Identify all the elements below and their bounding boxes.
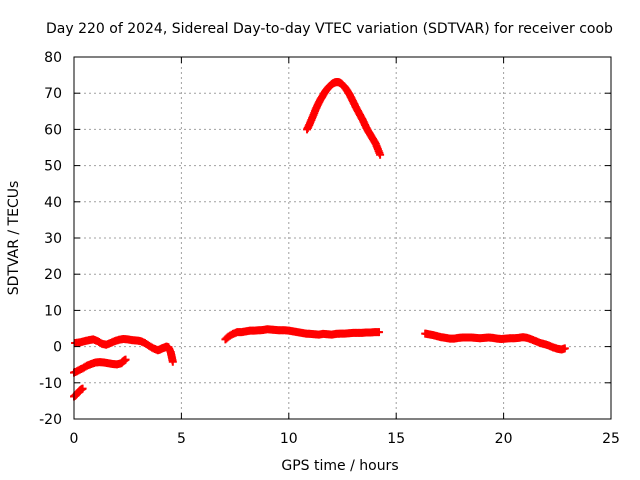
y-tick-label: -20 [39, 412, 62, 428]
y-tick-label: 50 [44, 159, 62, 175]
data-series-segment-6 [421, 329, 569, 354]
y-tick-label: -10 [39, 376, 62, 392]
data-series-segment-3 [71, 334, 177, 366]
y-tick-label: 10 [44, 303, 62, 319]
data-series-segment-1 [70, 384, 87, 401]
data-point-marker [375, 328, 384, 337]
x-tick-label: 5 [177, 431, 186, 447]
x-tick-label: 20 [495, 431, 513, 447]
data-series-segment-5 [303, 77, 385, 159]
y-tick-label: 40 [44, 195, 62, 211]
data-series-segment-2 [70, 355, 130, 377]
data-point-marker [121, 355, 130, 364]
y-tick-label: 30 [44, 231, 62, 247]
chart-title: Day 220 of 2024, Sidereal Day-to-day VTE… [46, 21, 613, 37]
x-tick-label: 0 [70, 431, 79, 447]
data-series-layer [70, 77, 569, 401]
data-point-marker [78, 384, 87, 393]
data-point-marker [560, 344, 569, 353]
axis-ticks: 0 5 10 15 20 25 -20 -10 0 10 20 30 40 50 60 70 80 [39, 50, 620, 447]
y-tick-label: 20 [44, 267, 62, 283]
data-series-segment-4 [221, 325, 384, 344]
y-axis-label: SDTVAR / TECUs [6, 181, 22, 296]
data-point-marker [168, 357, 177, 366]
y-tick-label: 0 [53, 340, 62, 356]
x-tick-label: 10 [280, 431, 298, 447]
grid-lines [74, 57, 611, 419]
x-axis-label: GPS time / hours [281, 458, 398, 474]
y-tick-label: 60 [44, 122, 62, 138]
y-tick-label: 80 [44, 50, 62, 66]
y-tick-label: 70 [44, 86, 62, 102]
x-tick-label: 15 [387, 431, 405, 447]
x-tick-label: 25 [602, 431, 620, 447]
data-point-marker [376, 150, 385, 159]
